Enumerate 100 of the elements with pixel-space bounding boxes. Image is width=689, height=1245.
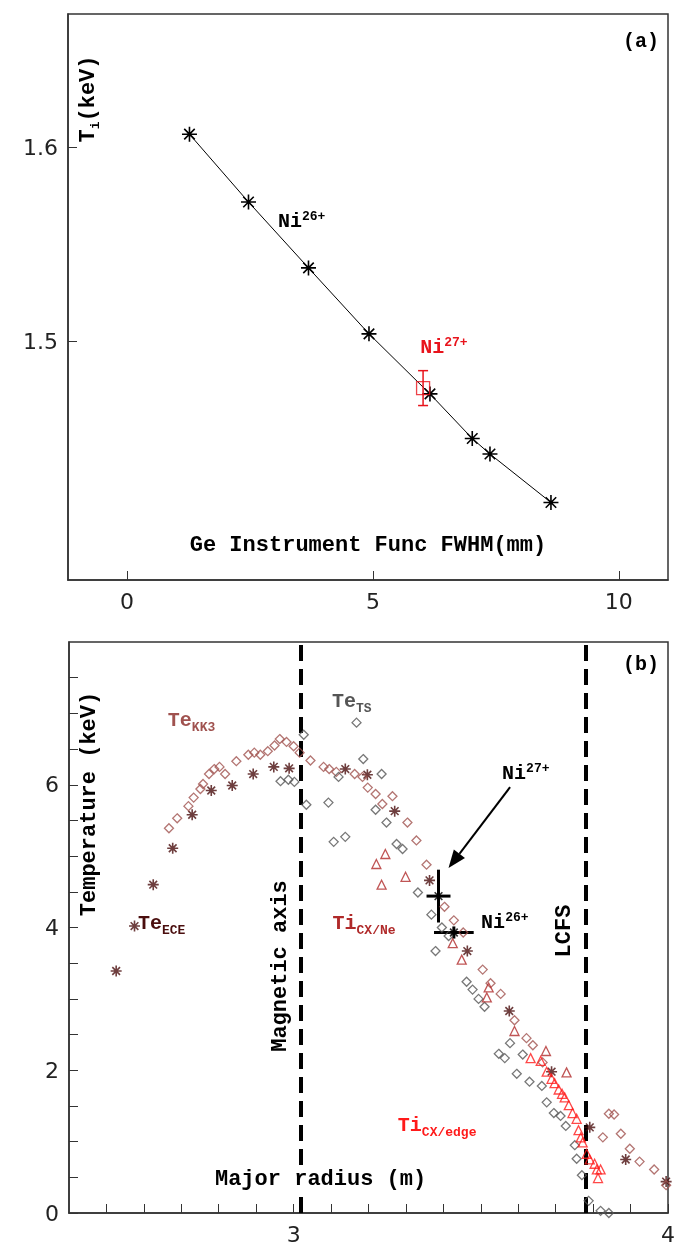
point xyxy=(402,817,413,828)
point xyxy=(421,859,432,870)
point xyxy=(301,799,312,810)
point xyxy=(560,1120,571,1132)
point xyxy=(318,761,329,773)
point xyxy=(649,1164,660,1175)
point xyxy=(376,879,387,890)
point xyxy=(527,1040,538,1051)
point xyxy=(361,768,374,782)
point xyxy=(555,1110,566,1122)
point xyxy=(603,1108,614,1119)
x-tick-label: 3 xyxy=(286,1221,301,1245)
point xyxy=(456,954,467,965)
point xyxy=(536,1080,547,1092)
point xyxy=(360,325,378,343)
point xyxy=(479,1001,490,1012)
point xyxy=(597,1132,609,1143)
point xyxy=(351,717,362,728)
point xyxy=(567,1107,578,1119)
x-tick-label: 0 xyxy=(120,588,135,614)
point xyxy=(209,763,220,775)
point xyxy=(411,835,422,846)
point xyxy=(333,771,344,783)
point xyxy=(542,494,560,511)
point xyxy=(502,1004,516,1018)
point xyxy=(412,887,424,898)
point xyxy=(624,1143,635,1154)
point xyxy=(288,741,299,752)
point xyxy=(584,1154,595,1165)
point xyxy=(511,1068,522,1079)
point xyxy=(524,1076,535,1087)
point xyxy=(517,1049,528,1060)
point xyxy=(219,768,231,780)
point xyxy=(340,831,351,842)
point xyxy=(581,1148,592,1159)
point xyxy=(283,774,294,785)
point xyxy=(447,938,458,949)
point xyxy=(591,1164,603,1175)
point xyxy=(195,783,206,795)
x-tick-label: 5 xyxy=(365,588,380,614)
point xyxy=(583,1195,594,1207)
point xyxy=(571,1113,582,1124)
point xyxy=(381,817,392,828)
point xyxy=(371,858,382,870)
point xyxy=(377,798,388,810)
point xyxy=(548,1107,559,1119)
point xyxy=(595,1164,606,1175)
point xyxy=(615,1128,626,1139)
point xyxy=(387,791,398,802)
point xyxy=(358,753,369,765)
point xyxy=(504,1037,516,1049)
point xyxy=(338,762,352,776)
point xyxy=(426,909,437,920)
point xyxy=(461,944,474,958)
point xyxy=(300,259,317,277)
point xyxy=(509,1025,520,1037)
point xyxy=(458,927,469,938)
point xyxy=(461,976,472,987)
point xyxy=(109,964,123,978)
point xyxy=(595,1205,606,1217)
point xyxy=(214,761,225,773)
point xyxy=(495,988,506,1000)
point xyxy=(499,1052,510,1064)
point xyxy=(305,755,316,766)
point xyxy=(481,445,499,463)
point xyxy=(421,385,439,403)
point xyxy=(391,838,402,850)
point xyxy=(634,1156,645,1167)
point xyxy=(267,760,281,774)
point xyxy=(362,782,373,793)
point xyxy=(439,901,450,912)
point xyxy=(436,922,448,933)
point xyxy=(430,945,441,957)
point xyxy=(163,823,175,834)
point xyxy=(563,1100,574,1111)
point xyxy=(559,1092,570,1103)
point xyxy=(541,1097,552,1108)
ref-line-label: Magnetic axis xyxy=(268,879,294,1052)
point xyxy=(571,1153,582,1164)
point xyxy=(619,1153,632,1166)
point xyxy=(397,843,408,855)
point xyxy=(659,1175,673,1188)
point xyxy=(298,729,309,740)
point xyxy=(545,1065,558,1078)
point xyxy=(463,430,481,447)
point xyxy=(282,762,296,775)
point xyxy=(448,915,460,926)
point xyxy=(294,747,305,758)
y-tick-label: 1.6 xyxy=(23,135,58,161)
point xyxy=(255,749,266,760)
annotation: (b) xyxy=(622,653,659,677)
x-axis-title: Major radius (m) xyxy=(210,1166,431,1193)
series-label: Te$_{TS}$ xyxy=(331,689,372,716)
point xyxy=(197,778,209,790)
point xyxy=(569,1140,580,1151)
x-tick-label: 10 xyxy=(604,588,633,614)
point xyxy=(328,836,339,847)
point xyxy=(324,763,335,775)
point xyxy=(577,1137,588,1148)
series-label: Ni$^{26+}$ xyxy=(278,208,326,234)
